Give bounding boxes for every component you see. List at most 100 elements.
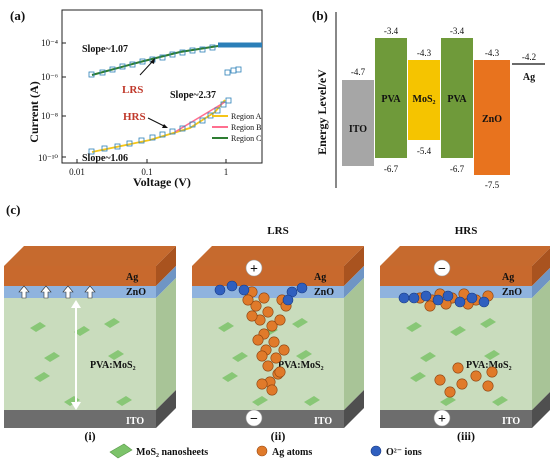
mos2-nanosheet bbox=[116, 396, 132, 406]
mos2-nanosheet bbox=[30, 322, 46, 332]
ag-atom bbox=[256, 350, 268, 362]
zno-side-face bbox=[344, 266, 364, 298]
x-tick-label: 1 bbox=[224, 167, 229, 177]
band-pva-2-label: PVA bbox=[447, 94, 467, 105]
pva-mos2-layer bbox=[4, 298, 156, 410]
lrs-arrow-head bbox=[150, 58, 155, 64]
top-electrode-sign-bg bbox=[433, 259, 451, 277]
o2-ion bbox=[466, 292, 478, 304]
mos2-nanosheet bbox=[218, 322, 234, 332]
device-caption: (i) bbox=[84, 429, 95, 443]
ito-label: ITO bbox=[314, 416, 332, 427]
band-ito bbox=[342, 80, 374, 166]
panel-b-label: (b) bbox=[312, 8, 328, 23]
zno-side-face bbox=[156, 266, 176, 298]
device-schematic: Ag ZnO PVA:MoS₂ ITO (i) bbox=[4, 246, 176, 443]
x-tick-label: 0.01 bbox=[69, 167, 85, 177]
legend-label-region-b: Region B bbox=[231, 123, 261, 132]
mos2-nanosheet bbox=[74, 326, 90, 336]
band-ito-label: ITO bbox=[349, 124, 367, 135]
o2-ion bbox=[478, 296, 490, 308]
pva-side-face bbox=[344, 278, 364, 410]
bottom-electrode-sign-bg bbox=[433, 409, 451, 427]
ag-atom bbox=[270, 352, 282, 364]
top-electrode-sign-bg bbox=[245, 259, 263, 277]
panel-c-device-schematics: Ag ZnO PVA:MoS₂ ITO (i) Ag ZnO PVA:MoS₂ ITO LRS + −… bbox=[4, 225, 550, 443]
ag-atom bbox=[456, 378, 468, 390]
ag-atom bbox=[252, 334, 264, 346]
band-ito-top-value: -4.7 bbox=[351, 67, 366, 77]
band-mos2-label: MoS₂ bbox=[413, 94, 436, 105]
band-ag-top-value: -4.2 bbox=[522, 52, 536, 62]
ito-label: ITO bbox=[126, 416, 144, 427]
ag-atom bbox=[486, 366, 498, 378]
panel-c-legend: MoS₂ nanosheets Ag atoms O²⁻ ions bbox=[109, 443, 422, 459]
ito-side-face bbox=[532, 392, 550, 428]
field-arrow-icon bbox=[62, 285, 74, 299]
ag-label: Ag bbox=[314, 272, 326, 283]
ag-atom bbox=[470, 370, 482, 382]
ag-atom bbox=[258, 292, 270, 304]
lrs-arrow bbox=[139, 61, 153, 76]
ag-top-face bbox=[380, 246, 550, 266]
band-pva-1-bottom-value: -6.7 bbox=[384, 164, 399, 174]
legend-label-o2-ions: O²⁻ ions bbox=[386, 447, 422, 458]
ag-side-face bbox=[156, 246, 176, 286]
o2-ion bbox=[408, 292, 420, 304]
band-zno bbox=[474, 60, 510, 175]
o2-ion bbox=[442, 290, 454, 302]
ito-side-face bbox=[156, 390, 176, 428]
hrs-arrow-head bbox=[162, 124, 168, 128]
mos2-nanosheet bbox=[406, 322, 422, 332]
slope-annotation-mid: Slope~2.37 bbox=[170, 90, 216, 101]
o2-ion bbox=[454, 296, 466, 308]
device-schematic: Ag ZnO PVA:MoS₂ ITO LRS + −(ii) bbox=[192, 225, 364, 443]
device-state-title: LRS bbox=[267, 225, 288, 237]
energy-axis-label: Energy Level/eV bbox=[315, 69, 329, 155]
ag-layer bbox=[4, 266, 156, 286]
hrs-arrow bbox=[147, 117, 165, 127]
plot-legend: Region A Region B Region C bbox=[212, 112, 262, 143]
band-zno-bottom-value: -7.5 bbox=[485, 180, 500, 190]
band-pva-2-bottom-value: -6.7 bbox=[450, 164, 465, 174]
ag-atom bbox=[274, 314, 286, 326]
o2-ion bbox=[282, 294, 294, 306]
o2-ion bbox=[420, 290, 432, 302]
o2-ion-icon bbox=[370, 445, 382, 457]
mos2-nanosheet bbox=[104, 318, 120, 328]
mos2-nanosheet bbox=[108, 350, 124, 360]
ag-layer bbox=[192, 266, 344, 286]
ag-atom bbox=[274, 366, 286, 378]
y-tick-label: 10⁻⁶ bbox=[41, 72, 58, 82]
ag-side-face bbox=[344, 246, 364, 286]
ag-atom bbox=[424, 300, 436, 312]
o2-ion bbox=[432, 294, 444, 306]
band-pva-2-top-value: -3.4 bbox=[450, 26, 465, 36]
panel-a-label: (a) bbox=[10, 8, 25, 23]
band-zno-label: ZnO bbox=[482, 114, 502, 125]
mos2-nanosheet bbox=[252, 396, 268, 406]
pva-mos2-label: PVA:MoS₂ bbox=[90, 360, 136, 371]
mos2-nanosheet bbox=[292, 318, 308, 328]
legend-label-region-c: Region C bbox=[231, 134, 261, 143]
legend-label-ag-atoms: Ag atoms bbox=[272, 447, 312, 458]
mos2-nanosheet-icon bbox=[109, 443, 133, 459]
y-tick-label: 10⁻⁸ bbox=[41, 111, 58, 121]
ag-atom bbox=[262, 306, 274, 318]
pva-side-face bbox=[156, 278, 176, 410]
ito-label: ITO bbox=[502, 416, 520, 427]
bottom-electrode-sign-bg bbox=[245, 409, 263, 427]
mos2-nanosheet bbox=[480, 318, 496, 328]
x-axis-label: Voltage (V) bbox=[133, 175, 191, 189]
legend-label-mos2: MoS₂ nanosheets bbox=[136, 447, 208, 458]
mos2-nanosheet bbox=[440, 396, 456, 406]
top-electrode-sign: + bbox=[250, 262, 258, 277]
ag-layer bbox=[380, 266, 532, 286]
ag-atom-icon bbox=[256, 445, 268, 457]
ag-atom bbox=[266, 384, 278, 396]
band-mos2 bbox=[408, 60, 440, 140]
band-ag-label: Ag bbox=[523, 72, 535, 83]
panel-c-label: (c) bbox=[6, 202, 20, 217]
legend-label-region-a: Region A bbox=[231, 112, 262, 121]
